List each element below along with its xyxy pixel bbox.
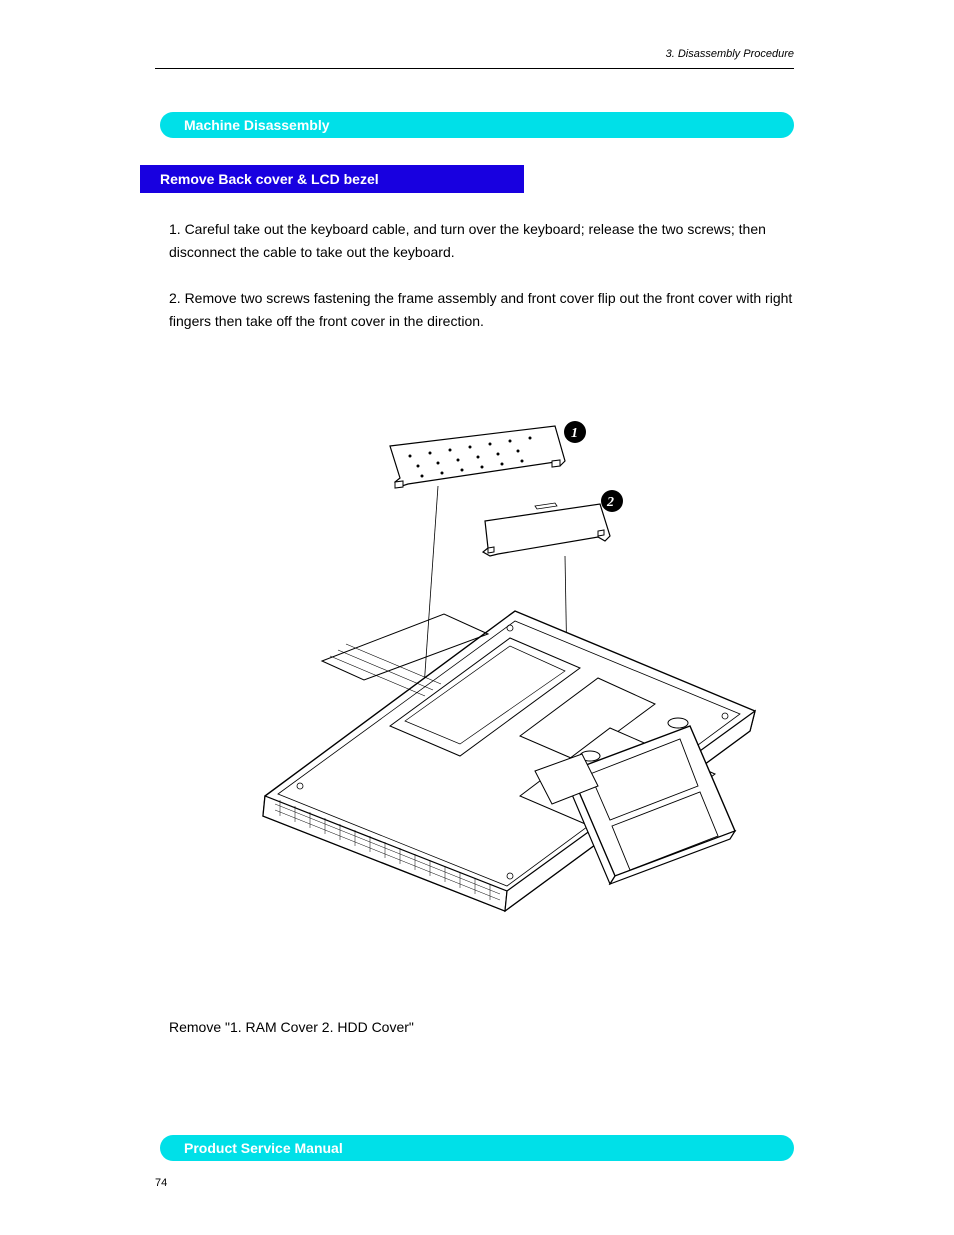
section-bar-bottom: Product Service Manual	[160, 1135, 794, 1161]
callout-2-label: 2	[606, 495, 614, 510]
section-bar-top-text: Machine Disassembly	[184, 117, 330, 133]
page-header: 3. Disassembly Procedure	[155, 48, 794, 60]
section-bar-bottom-text: Product Service Manual	[184, 1140, 343, 1156]
header-text: 3. Disassembly Procedure	[666, 48, 794, 60]
callout-1-label: 1	[571, 426, 578, 441]
page-number: 74	[155, 1177, 167, 1189]
subsection-bar-text: Remove Back cover & LCD bezel	[160, 171, 379, 187]
ram-cover	[390, 426, 565, 488]
section-bar-top: Machine Disassembly	[160, 112, 794, 138]
subsection-bar: Remove Back cover & LCD bezel	[140, 165, 524, 193]
exploded-view-diagram: 1 2	[260, 416, 770, 946]
body-paragraph-1: 1. Careful take out the keyboard cable, …	[169, 218, 794, 264]
hdd-cover	[483, 503, 610, 556]
body-paragraph-3: Remove "1. RAM Cover 2. HDD Cover"	[169, 1016, 794, 1039]
header-rule	[155, 68, 794, 69]
body-paragraph-2: 2. Remove two screws fastening the frame…	[169, 287, 794, 333]
